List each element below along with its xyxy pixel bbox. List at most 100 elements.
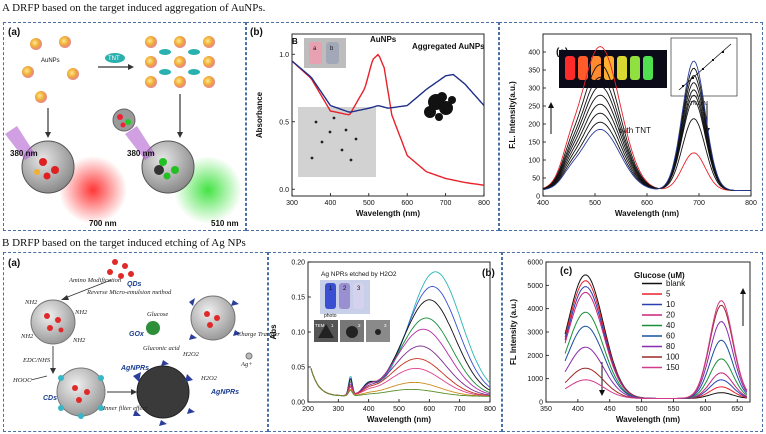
tem-label: TEM	[315, 323, 325, 328]
vial-a-label: a	[313, 46, 317, 52]
frame-B-b	[268, 252, 502, 432]
y-tick-label: 4000	[527, 306, 543, 313]
amino-modification-label: Amino Modification	[68, 277, 121, 284]
h2o2-label-2: H2O2	[200, 375, 218, 382]
y-tick-label: 250	[528, 104, 540, 111]
excitation-label-2: 380 nm	[127, 149, 155, 158]
edc-nhs-label: EDC/NHS	[22, 357, 51, 364]
x-tick-label: 500	[393, 406, 405, 413]
x-tick-label: 600	[401, 200, 413, 207]
legend-label: blank	[666, 279, 686, 288]
x-tick-label: 800	[745, 200, 757, 207]
tem-1-label: 1	[331, 323, 334, 328]
gluconic-acid-label: Gluconic acid	[143, 345, 180, 352]
x-tick-label: 400	[572, 406, 584, 413]
aunps-label: AuNPs	[41, 58, 60, 64]
x-tick-label: 500	[636, 406, 648, 413]
gox-label: GOx	[129, 331, 145, 338]
y-tick-label: 0.15	[291, 295, 305, 302]
emission-label-green: 510 nm	[211, 219, 239, 228]
x-tick-label: 300	[286, 200, 298, 207]
agnpr-absorbance-chart: Ag NPRs etched by H2O2 1 2 3 photo TEM 1…	[269, 260, 496, 425]
aunp-aggregation-schematic: AuNPs TNT	[5, 36, 242, 228]
emission-label-red: 700 nm	[89, 219, 117, 228]
spectrum-line	[542, 82, 751, 192]
reverse-microemulsion-label: Reverse Micro-emulsion method	[86, 289, 172, 296]
hooc-label: HOOC	[12, 377, 32, 384]
y-tick-label: 350	[528, 68, 540, 75]
agnpr-sphere-intact	[190, 295, 236, 341]
x-axis-label: Wavelength (nm)	[615, 209, 679, 218]
y-tick-label: 3000	[527, 330, 543, 337]
ag-ion-label: Ag+	[240, 361, 253, 368]
x-tick-label: 800	[484, 406, 496, 413]
inset-title: Ag NPRs etched by H2O2	[321, 271, 397, 278]
nh2-label: NH2	[72, 337, 86, 344]
cds-label: CDs	[43, 395, 57, 402]
x-tick-label: 700	[454, 406, 466, 413]
tnt-label: TNT	[108, 56, 120, 62]
free-aunps	[22, 36, 79, 103]
fluorescence-chart-tnt: C TNT/nM F510/F700 with TNT 400 500 600 700…	[508, 33, 757, 218]
spectrum-line	[564, 300, 748, 399]
aggregated-aunps	[145, 36, 215, 88]
y-tick-label: 200	[528, 122, 540, 129]
y-tick-label: 0.00	[291, 400, 305, 407]
x-tick-label: 600	[700, 406, 712, 413]
h2o2-label-1: H2O2	[182, 351, 200, 358]
legend-label: 40	[666, 321, 675, 330]
tem-dispersed	[298, 107, 376, 177]
y-tick-label: 0	[536, 194, 540, 201]
x-tick-label: 450	[604, 406, 616, 413]
y-tick-label: 0.05	[291, 365, 305, 372]
vial-1-label: 1	[329, 286, 333, 292]
with-tnt-annotation: with TNT	[618, 126, 651, 135]
gox-enzyme	[146, 321, 160, 335]
spectrum-line	[310, 367, 490, 397]
frame-B-a	[3, 252, 268, 432]
y-axis-label: F.L. Intensity(a.u.)	[508, 81, 517, 149]
x-axis-label: Wavelength (nm)	[616, 415, 680, 424]
tem-2-label: 2	[358, 323, 361, 328]
section-b-header: B DRFP based on the target induced etchi…	[2, 237, 246, 249]
charge-transfer-label: Charge Transfer	[237, 331, 280, 338]
tem-3-label: 3	[384, 323, 387, 328]
x-tick-label: 350	[540, 406, 552, 413]
x-tick-label: 500	[589, 200, 601, 207]
series-line	[291, 60, 485, 113]
x-tick-label: 600	[423, 406, 435, 413]
panel-tag: (b)	[250, 27, 263, 38]
section-a-header: A DRFP based on the target induced aggre…	[2, 2, 266, 14]
y-tick-label: 0.5	[279, 119, 289, 126]
spectrum-line	[310, 368, 490, 397]
y-axis-label: FL Intensity (a.u.)	[509, 299, 518, 365]
x-tick-label: 600	[641, 200, 653, 207]
x-tick-label: 800	[478, 200, 490, 207]
legend-label: 150	[666, 363, 680, 372]
x-tick-label: 400	[325, 200, 337, 207]
vial-2-label: 2	[343, 286, 347, 292]
cds-qds-sphere	[56, 367, 106, 417]
nh2-label: NH2	[74, 309, 88, 316]
photo-label: photo	[324, 313, 337, 319]
legend-label: 20	[666, 311, 675, 320]
y-tick-label: 5000	[527, 283, 543, 290]
x-tick-label: 400	[537, 200, 549, 207]
inner-filter-label: Inner filter effect	[102, 405, 147, 412]
x-tick-label: 400	[363, 406, 375, 413]
vial-b-label: b	[330, 46, 334, 52]
legend-label: 80	[666, 342, 675, 351]
y-tick-label: 0.20	[291, 260, 305, 267]
legend-label: 5	[666, 290, 671, 299]
inset-ylabel: F510/F700	[663, 64, 669, 88]
legend-label: 100	[666, 353, 680, 362]
panel-tag: (b)	[482, 268, 495, 279]
x-tick-label: 700	[693, 200, 705, 207]
x-axis-label: Wavelength (nm)	[356, 209, 420, 218]
y-tick-label: 1000	[527, 376, 543, 383]
legend-label: 10	[666, 300, 675, 309]
y-axis-label: Abs	[269, 324, 278, 340]
panel-tag: (c)	[560, 266, 573, 277]
agnprs-label-center: AgNPRs	[120, 365, 149, 372]
x-tick-label: 650	[731, 406, 743, 413]
